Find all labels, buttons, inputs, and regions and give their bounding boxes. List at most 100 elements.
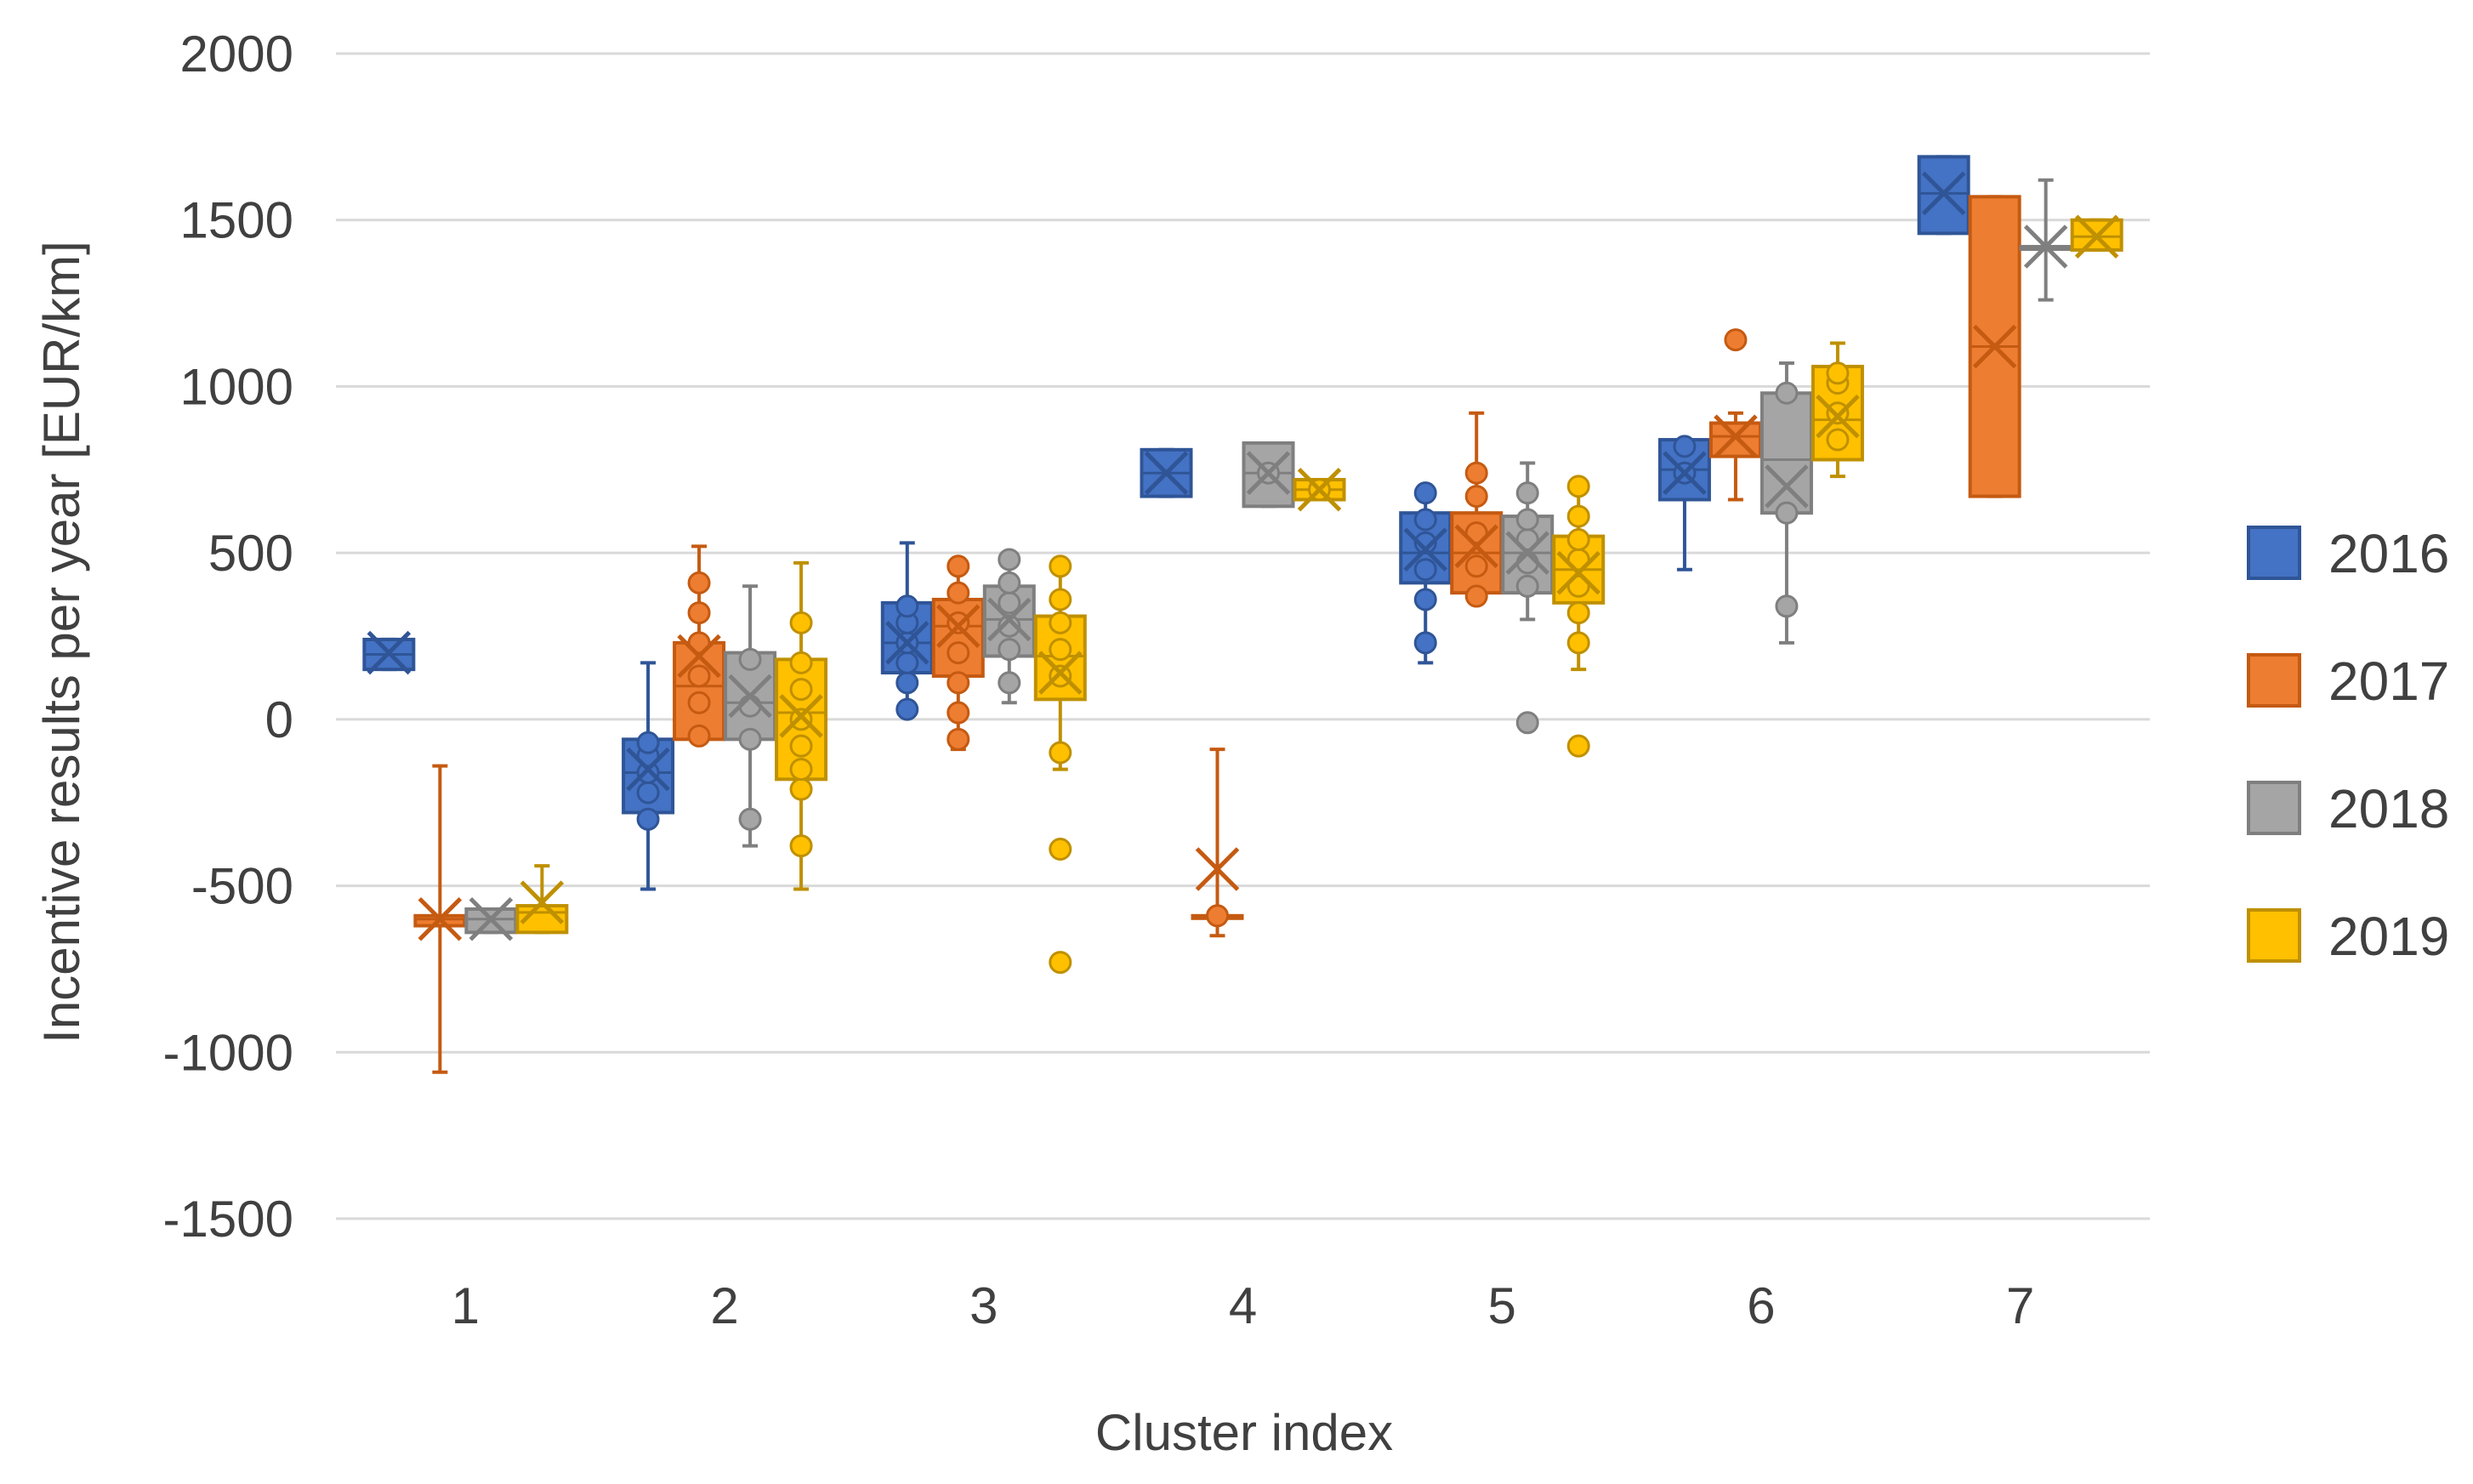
data-point: [895, 594, 919, 618]
y-tick-label: -500: [191, 858, 293, 915]
mean-marker: [1972, 324, 2017, 369]
mean-marker: [626, 747, 670, 792]
box-2017-cluster-7: [1968, 195, 2021, 498]
x-tick-label: 7: [2006, 1277, 2034, 1334]
data-point: [687, 601, 711, 625]
box-2016-cluster-6: [1657, 435, 1711, 571]
mean-marker: [1454, 524, 1498, 569]
legend-label-2016: 2016: [2328, 523, 2449, 584]
data-point: [895, 651, 919, 674]
data-point: [1049, 951, 1072, 975]
x-axis-title: Cluster index: [1095, 1404, 1393, 1461]
data-point: [1826, 401, 1850, 425]
legend-swatch-2016: [2247, 526, 2301, 580]
mean-marker: [1714, 414, 1758, 458]
mean-marker: [520, 880, 565, 924]
y-tick-label: 500: [208, 525, 293, 582]
box-2019-cluster-2: [775, 560, 828, 891]
box-2017-cluster-3: [931, 554, 985, 752]
box-2016-cluster-1: [362, 630, 416, 675]
data-point: [1413, 558, 1437, 582]
box-2017-cluster-4: [1191, 748, 1244, 938]
mean-marker: [1816, 394, 1860, 439]
x-tick-label: 2: [710, 1277, 738, 1334]
box-2019-cluster-7: [2070, 214, 2123, 259]
box-2018-cluster-6: [1760, 361, 1813, 645]
data-point: [789, 734, 813, 758]
data-point: [1413, 631, 1437, 655]
data-point: [947, 581, 970, 605]
box-2019-cluster-1: [515, 864, 569, 935]
y-axis-title: Incentive results per year [EUR/km]: [33, 241, 90, 1043]
box-2018-cluster-4: [1242, 441, 1295, 509]
mean-marker: [779, 694, 823, 738]
box-2019-cluster-5: [1552, 475, 1606, 758]
data-point: [636, 807, 660, 831]
mean-marker: [1195, 847, 1240, 891]
data-point: [947, 611, 970, 634]
data-point: [998, 671, 1021, 695]
data-point: [1566, 475, 1590, 498]
data-point: [1566, 527, 1590, 551]
data-point: [789, 758, 813, 782]
data-point: [789, 651, 813, 674]
mean-marker: [2074, 214, 2119, 259]
data-point: [1049, 741, 1072, 765]
box-2019-cluster-4: [1293, 468, 1346, 512]
data-point: [1566, 631, 1590, 655]
box-2017-cluster-6: [1708, 328, 1762, 502]
data-point: [1413, 481, 1437, 505]
x-axis-tick-labels: 1 2 3 4 5 6 7: [452, 1277, 2035, 1334]
data-point: [1413, 508, 1437, 532]
y-tick-label: 0: [265, 691, 293, 748]
data-point: [998, 614, 1021, 638]
box-2017-cluster-2: [673, 544, 726, 748]
mean-marker: [1297, 468, 1342, 512]
mean-marker: [987, 597, 1032, 642]
mean-marker: [418, 896, 463, 941]
x-tick-label: 3: [969, 1277, 998, 1334]
x-tick-label: 4: [1229, 1277, 1257, 1334]
mean-marker: [1246, 451, 1291, 495]
data-point: [1566, 601, 1590, 625]
data-point: [1464, 584, 1488, 608]
data-point: [636, 781, 660, 805]
data-point: [1566, 574, 1590, 598]
data-point: [998, 571, 1021, 594]
y-axis-tick-labels: 2000 1500 1000 500 0 -500 -1000 -1500: [163, 26, 293, 1248]
data-point: [1464, 521, 1488, 545]
data-point: [1515, 711, 1539, 735]
data-point: [687, 691, 711, 714]
box-2018-cluster-1: [464, 896, 518, 941]
data-point: [1049, 554, 1072, 578]
data-point: [789, 834, 813, 858]
mean-marker: [367, 630, 412, 675]
legend-label-2017: 2017: [2328, 651, 2449, 712]
mean-marker: [677, 634, 721, 679]
data-point: [947, 727, 970, 751]
box-2019-cluster-6: [1811, 341, 1864, 479]
box-2016-cluster-3: [880, 541, 934, 721]
data-point: [738, 807, 762, 831]
data-point: [1775, 594, 1799, 618]
data-point: [789, 708, 813, 731]
data-point: [738, 647, 762, 671]
mean-marker: [1403, 527, 1447, 571]
data-point: [1515, 481, 1539, 505]
data-point: [1413, 588, 1437, 611]
data-point: [1049, 838, 1072, 861]
legend-swatch-2019: [2247, 908, 2301, 963]
box-2017-cluster-5: [1450, 411, 1504, 608]
data-point: [1775, 501, 1799, 525]
mean-marker: [885, 621, 930, 665]
box-2018-cluster-2: [724, 584, 777, 848]
data-point: [895, 697, 919, 721]
data-point: [636, 731, 660, 754]
box-2016-cluster-5: [1399, 481, 1453, 665]
mean-marker: [1663, 451, 1707, 495]
data-point: [789, 611, 813, 634]
data-point: [687, 571, 711, 594]
data-point: [998, 638, 1021, 662]
data-point: [947, 554, 970, 578]
data-point: [1464, 554, 1488, 578]
